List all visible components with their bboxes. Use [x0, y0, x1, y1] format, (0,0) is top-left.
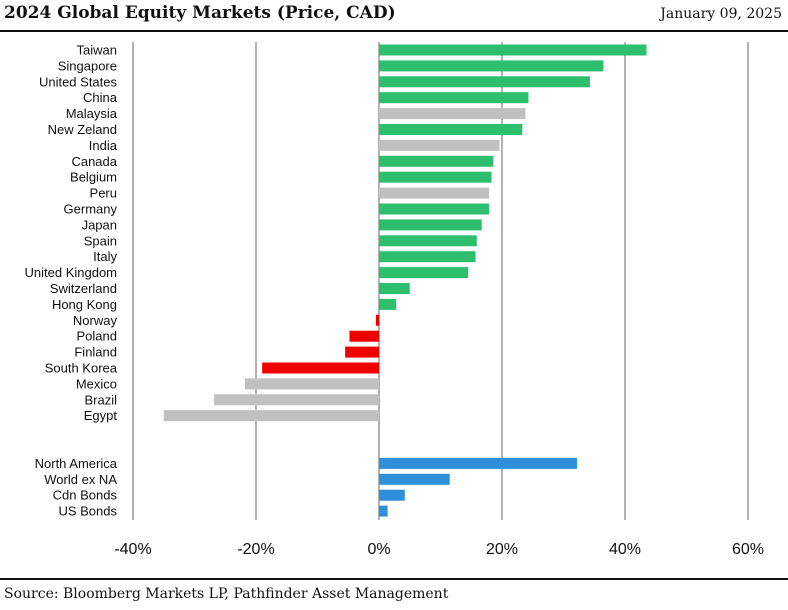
- bar-switzerland: [379, 283, 410, 294]
- bar-india: [379, 139, 500, 151]
- category-label: United Kingdom: [25, 265, 118, 280]
- bar-germany: [379, 203, 490, 215]
- category-label: Germany: [64, 202, 118, 217]
- category-label: United States: [39, 74, 118, 89]
- source-note: Source: Bloomberg Markets LP, Pathfinder…: [4, 586, 449, 602]
- category-label: World ex NA: [44, 472, 117, 487]
- bar-new-zeland: [379, 124, 523, 135]
- bar-malaysia: [379, 108, 526, 120]
- bar-united-states: [379, 76, 590, 88]
- chart-footer: Source: Bloomberg Markets LP, Pathfinder…: [0, 578, 788, 610]
- x-tick-label: -20%: [237, 541, 274, 558]
- category-label: New Zeland: [48, 122, 117, 137]
- bar-japan: [379, 219, 482, 231]
- bar-finland: [345, 346, 379, 358]
- chart-title: 2024 Global Equity Markets (Price, CAD): [4, 3, 396, 23]
- bar-egypt: [163, 410, 379, 422]
- bar-hong-kong: [379, 298, 397, 310]
- category-label: Mexico: [76, 376, 117, 391]
- category-label: South Korea: [45, 361, 118, 376]
- category-label: Canada: [71, 154, 117, 169]
- bar-singapore: [379, 60, 604, 72]
- bar-world-ex-na: [379, 473, 450, 485]
- category-label: Italy: [93, 249, 117, 264]
- bar-united-kingdom: [379, 267, 469, 279]
- bar-north-america: [379, 457, 578, 469]
- category-label: US Bonds: [58, 504, 117, 519]
- bar-south-korea: [262, 362, 379, 374]
- category-label: Spain: [84, 233, 117, 248]
- category-label: Norway: [73, 313, 118, 328]
- bar-poland: [349, 330, 379, 342]
- chart-date: January 09, 2025: [660, 6, 782, 22]
- category-label: Egypt: [84, 408, 118, 423]
- x-tick-label: 20%: [486, 541, 518, 558]
- category-label: Hong Kong: [52, 297, 117, 312]
- x-tick-label: 0%: [367, 541, 390, 558]
- category-label: North America: [35, 456, 118, 471]
- bar-mexico: [244, 378, 379, 390]
- category-label: China: [83, 90, 118, 105]
- category-label: Finland: [74, 345, 117, 360]
- category-label: Belgium: [70, 170, 117, 185]
- chart-header: 2024 Global Equity Markets (Price, CAD) …: [0, 0, 788, 32]
- category-label: Malaysia: [66, 106, 118, 121]
- bar-belgium: [379, 171, 492, 183]
- category-label: Cdn Bonds: [53, 488, 118, 503]
- bar-taiwan: [379, 44, 647, 56]
- x-tick-label: 60%: [732, 541, 764, 558]
- bar-peru: [379, 187, 490, 199]
- bar-us-bonds: [379, 505, 388, 517]
- category-label: Brazil: [84, 392, 117, 407]
- category-label: Japan: [82, 217, 117, 232]
- bar-spain: [379, 235, 477, 247]
- category-label: Taiwan: [77, 43, 117, 58]
- category-label: Switzerland: [50, 281, 117, 296]
- category-label: Peru: [90, 186, 117, 201]
- x-tick-label: -40%: [114, 541, 151, 558]
- category-label: Singapore: [58, 58, 117, 73]
- bar-canada: [379, 155, 494, 167]
- category-label: Poland: [77, 329, 117, 344]
- x-tick-label: 40%: [609, 541, 641, 558]
- bar-brazil: [214, 394, 379, 406]
- bar-china: [379, 92, 529, 104]
- bar-italy: [379, 251, 476, 263]
- bar-cdn-bonds: [379, 489, 405, 501]
- bar-norway: [375, 314, 379, 326]
- category-label: India: [89, 138, 118, 153]
